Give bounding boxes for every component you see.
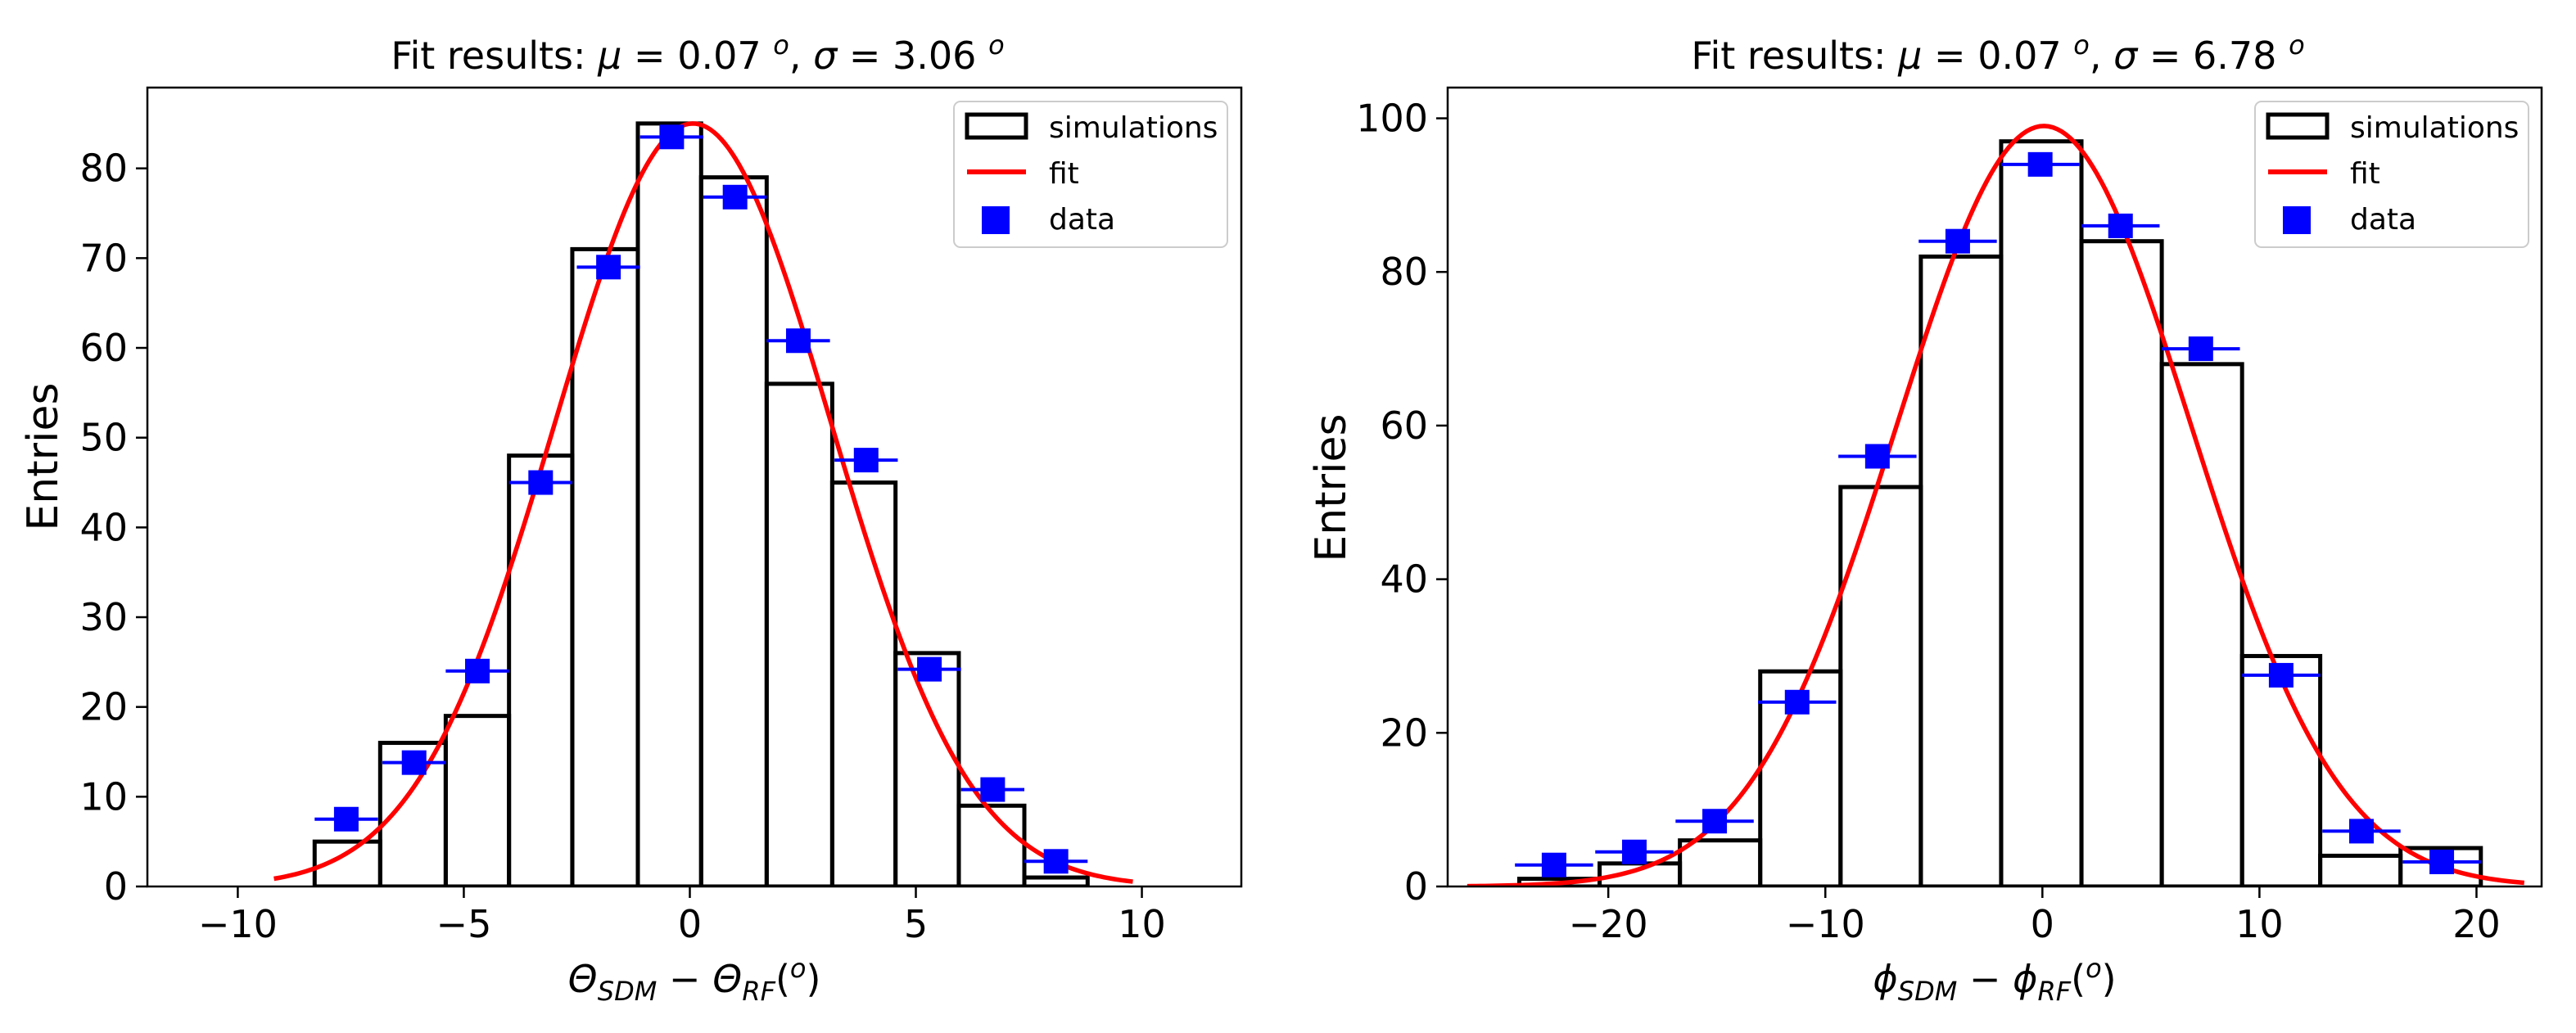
phi-legend-data-swatch <box>2283 206 2311 234</box>
phi-chart-title: Fit results: μ = 0.07 o, σ = 6.78 o <box>1691 29 2304 78</box>
theta-simulation-bin <box>893 651 961 886</box>
theta-y-tick-label: 30 <box>79 595 128 639</box>
phi-simulation-bin <box>2079 239 2164 886</box>
phi-simulation-bin <box>2239 653 2323 886</box>
phi-x-axis-label: ϕSDM − ϕRF(o) <box>1873 953 2116 1007</box>
phi-simulation-bin <box>2318 853 2403 886</box>
phi-x-tick-label: 0 <box>2031 902 2054 946</box>
theta-data-point <box>528 470 554 495</box>
phi-data-point <box>2348 819 2374 844</box>
theta-y-tick-label: 50 <box>79 416 128 460</box>
theta-simulation-bin <box>1022 875 1090 886</box>
phi-y-tick-label: 40 <box>1380 557 1428 602</box>
phi-data-point <box>2027 151 2053 177</box>
phi-legend-simulations-label: simulations <box>2350 111 2519 145</box>
phi-legend: simulations fit data <box>2254 101 2529 248</box>
theta-simulation-bin <box>443 714 512 886</box>
theta-x-tick-label: 10 <box>1118 902 1166 946</box>
theta-chart-title: Fit results: μ = 0.07 o, σ = 3.06 o <box>391 29 1004 78</box>
theta-simulation-bin <box>570 246 640 886</box>
phi-simulation-bin <box>1838 485 1923 886</box>
phi-data-point <box>2268 662 2294 688</box>
phi-legend-data-label: data <box>2350 203 2416 237</box>
theta-data-point <box>1043 849 1069 874</box>
theta-simulation-bin <box>507 453 575 886</box>
theta-data-point <box>785 328 811 354</box>
theta-y-tick-label: 40 <box>79 505 128 549</box>
theta-data-point <box>333 806 359 832</box>
phi-data-point <box>2429 849 2455 874</box>
theta-simulation-bin <box>764 381 834 886</box>
theta-data-point <box>465 658 490 683</box>
phi-simulation-bin <box>1918 254 2004 886</box>
phi-data-point <box>1621 839 1647 864</box>
theta-simulation-bin <box>956 803 1027 886</box>
theta-clipped-marks <box>273 121 1133 886</box>
phi-y-tick-label: 100 <box>1356 97 1428 141</box>
theta-legend-data-swatch <box>982 206 1010 234</box>
theta-ticks: −10 −5 0 5 10 0 10 20 30 40 50 60 70 80 <box>79 147 1165 946</box>
theta-x-tick-label: −5 <box>436 902 492 946</box>
theta-simulation-bin <box>698 175 769 886</box>
phi-simulation-bin <box>2159 362 2244 886</box>
phi-legend-fit-label: fit <box>2350 157 2380 191</box>
phi-data-point <box>1864 444 1890 469</box>
theta-y-tick-label: 60 <box>79 326 128 370</box>
theta-axes-frame <box>146 86 1243 888</box>
theta-y-tick-label: 70 <box>79 236 128 280</box>
theta-x-tick-label: 5 <box>904 902 928 946</box>
theta-data-point <box>659 124 685 150</box>
theta-legend-simulations-swatch <box>965 112 1028 140</box>
phi-y-tick-label: 20 <box>1380 710 1428 755</box>
theta-data-point <box>917 656 942 682</box>
phi-data-point <box>1702 809 1728 834</box>
phi-legend-simulations-swatch <box>2266 112 2330 140</box>
phi-axes-frame <box>1446 86 2543 888</box>
theta-data-point <box>401 750 427 775</box>
phi-y-axis-label: Entries <box>1307 413 1356 562</box>
phi-x-tick-label: −10 <box>1786 902 1865 946</box>
theta-x-tick-label: −10 <box>198 902 278 946</box>
phi-simulation-bin <box>1999 139 2084 886</box>
theta-data-point <box>853 448 879 473</box>
phi-x-tick-label: −20 <box>1569 902 1648 946</box>
phi-data-point <box>1541 852 1566 877</box>
phi-ticks: −20 −10 0 10 20 0 20 40 60 80 100 <box>1356 97 2501 946</box>
theta-fit-curve <box>273 121 1133 884</box>
phi-data-point <box>1945 228 1970 254</box>
phi-panel: Fit results: μ = 0.07 o, σ = 6.78 o −20−… <box>1307 29 2543 1007</box>
theta-data-point <box>980 777 1006 802</box>
phi-y-tick-label: 0 <box>1404 864 1428 909</box>
theta-simulation-bin <box>829 480 898 886</box>
phi-x-tick-label: 20 <box>2452 902 2501 946</box>
theta-y-tick-label: 10 <box>79 774 128 819</box>
phi-data-point <box>2108 213 2133 238</box>
theta-legend-data-label: data <box>1049 203 1115 237</box>
theta-x-axis-label: ΘSDM − ΘRF(o) <box>568 953 821 1007</box>
phi-fit-curve <box>1467 124 2525 886</box>
phi-data-point <box>2188 336 2213 362</box>
theta-legend-fit-label: fit <box>1049 157 1079 191</box>
theta-y-tick-label: 0 <box>104 864 128 909</box>
theta-panel: Fit results: μ = 0.07 o, σ = 3.06 o −10−… <box>19 29 1243 1007</box>
theta-y-tick-label: 80 <box>79 147 128 191</box>
theta-simulation-bin <box>635 121 703 886</box>
phi-y-tick-label: 80 <box>1380 250 1428 294</box>
theta-plot-area <box>273 121 1133 886</box>
phi-y-tick-label: 60 <box>1380 404 1428 448</box>
theta-legend-simulations-label: simulations <box>1049 111 1218 145</box>
theta-x-tick-label: 0 <box>678 902 702 946</box>
phi-x-tick-label: 10 <box>2235 902 2284 946</box>
theta-legend: simulations fit data <box>953 101 1228 248</box>
theta-y-axis-label: Entries <box>19 382 68 530</box>
phi-simulation-bin <box>1678 838 1763 886</box>
phi-data-point <box>1784 689 1810 715</box>
theta-data-point <box>722 184 748 210</box>
theta-y-tick-label: 20 <box>79 685 128 729</box>
theta-data-point <box>596 255 621 280</box>
